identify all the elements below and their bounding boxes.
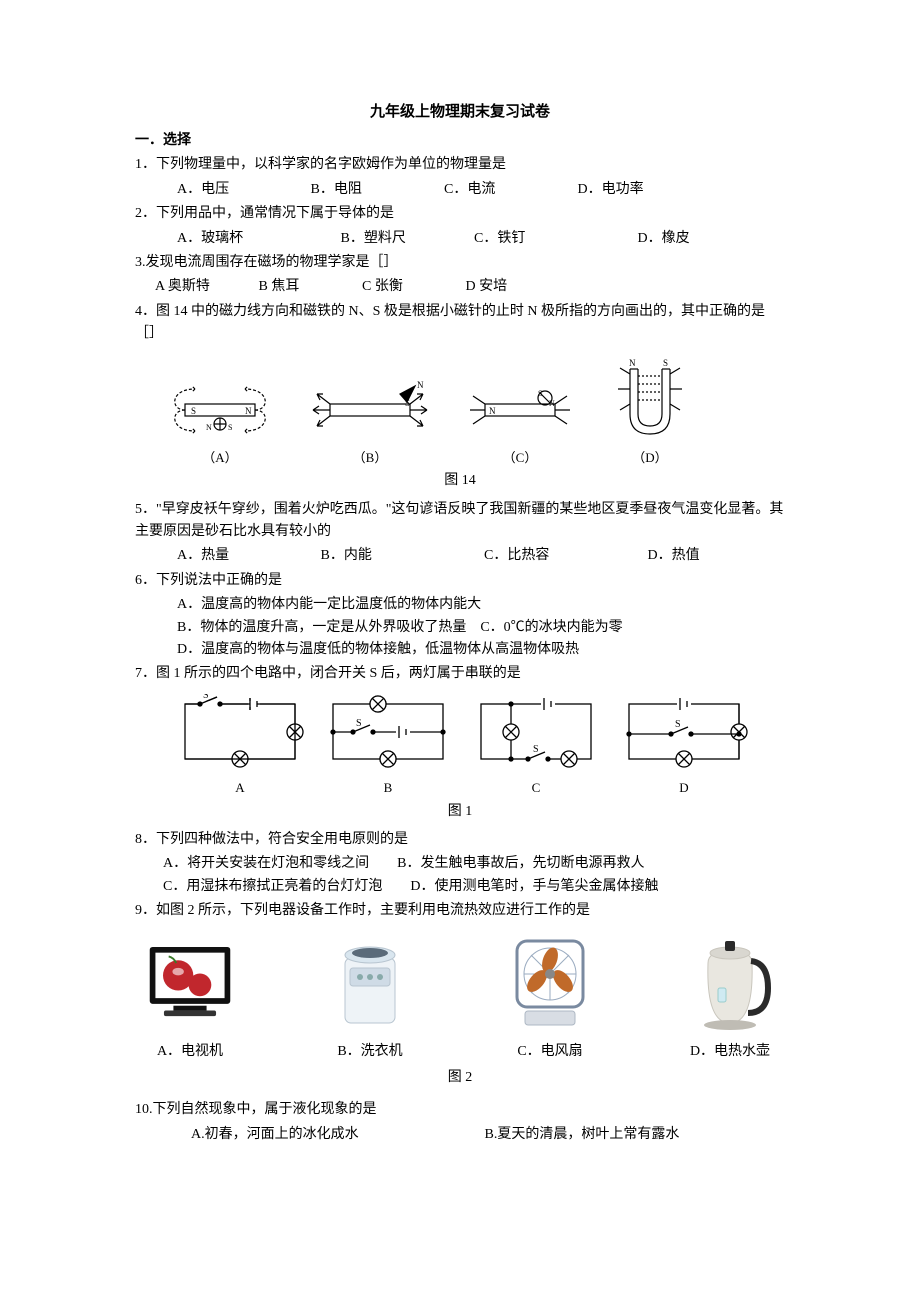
q1-opt-b: B．电阻	[311, 179, 441, 201]
q2-opt-d: D．橡皮	[638, 228, 690, 250]
magnet-diagram-b-icon: N S	[305, 374, 435, 444]
q7-fig-d: S D	[619, 694, 749, 799]
q8-stem: 8．下列四种做法中，符合安全用电原则的是	[135, 829, 785, 851]
svg-text:S: S	[203, 694, 209, 701]
svg-text:N: N	[629, 358, 636, 368]
svg-text:N: N	[417, 380, 424, 390]
q5-options: A．热量 B．内能 C．比热容 D．热值	[135, 545, 785, 567]
q6-stem: 6．下列说法中正确的是	[135, 570, 785, 592]
q1-opt-a: A．电压	[177, 179, 307, 201]
page-title: 九年级上物理期末复习试卷	[135, 100, 785, 124]
q9-opt-a: A．电视机	[145, 1041, 235, 1063]
circuit-c-icon: S	[471, 694, 601, 774]
q3-opt-c: C 张衡	[362, 276, 462, 298]
q4-fig-a: S N N S （A）	[165, 374, 275, 469]
svg-text:S: S	[663, 358, 668, 368]
q9-fig-b: B．洗衣机	[325, 935, 415, 1063]
svg-text:S: S	[405, 398, 410, 408]
q2-options: A．玻璃杯 B．塑料尺 C．铁钉 D．橡皮	[135, 228, 785, 250]
magnet-diagram-a-icon: S N N S	[165, 374, 275, 444]
q3-options: A 奥斯特 B 焦耳 C 张衡 D 安培	[135, 276, 785, 298]
q9-stem: 9．如图 2 所示，下列电器设备工作时，主要利用电流热效应进行工作的是	[135, 900, 785, 922]
electric-fan-icon	[505, 933, 595, 1033]
svg-text:S: S	[356, 718, 362, 729]
q7-caption: 图 1	[135, 801, 785, 823]
svg-text:N: N	[245, 406, 252, 416]
q7-figures: S A	[175, 694, 785, 799]
q1-opt-d: D．电功率	[578, 179, 644, 201]
q5-opt-b: B．内能	[321, 545, 481, 567]
q4-fig-c: N S N （C）	[465, 374, 575, 469]
circuit-b-icon: S	[323, 694, 453, 774]
svg-text:S: S	[533, 744, 539, 755]
q4-label-a: （A）	[165, 448, 275, 469]
q7-stem: 7．图 1 所示的四个电路中，闭合开关 S 后，两灯属于串联的是	[135, 663, 785, 685]
q8-sub-cd: C．用湿抹布擦拭正亮着的台灯灯泡 D．使用测电笔时，手与笔尖金属体接触	[135, 876, 785, 898]
q3-opt-a: A 奥斯特	[155, 276, 255, 298]
q3-opt-d: D 安培	[466, 276, 508, 298]
q7-fig-b: S B	[323, 694, 453, 799]
q3-opt-b: B 焦耳	[259, 276, 359, 298]
q7-label-b: B	[323, 778, 453, 799]
section-heading: 一．选择	[135, 130, 785, 152]
q7-label-d: D	[619, 778, 749, 799]
electric-kettle-icon	[688, 933, 773, 1033]
television-icon	[145, 940, 235, 1025]
q2-opt-c: C．铁钉	[474, 228, 634, 250]
q10-opt-b: B.夏天的清晨，树叶上常有露水	[485, 1124, 680, 1146]
q5-opt-c: C．比热容	[484, 545, 644, 567]
q2-opt-a: A．玻璃杯	[177, 228, 337, 250]
q5-opt-a: A．热量	[177, 545, 317, 567]
q6-sub-a: A．温度高的物体内能一定比温度低的物体内能大	[135, 594, 785, 616]
q1-options: A．电压 B．电阻 C．电流 D．电功率	[135, 179, 785, 201]
q10-opt-a: A.初春，河面上的冰化成水	[191, 1124, 481, 1146]
q7-label-c: C	[471, 778, 601, 799]
q9-figures: A．电视机 B．洗衣机	[145, 935, 775, 1063]
svg-text:N: N	[206, 423, 212, 432]
q7-label-a: A	[175, 778, 305, 799]
q1-opt-c: C．电流	[444, 179, 574, 201]
q6-sub-d: D．温度高的物体与温度低的物体接触，低温物体从高温物体吸热	[135, 639, 785, 661]
q4-stem: 4．图 14 中的磁力线方向和磁铁的 N、S 极是根据小磁针的止时 N 极所指的…	[135, 301, 785, 346]
q5-opt-d: D．热值	[648, 545, 700, 567]
q9-fig-c: C．电风扇	[505, 935, 595, 1063]
circuit-a-icon: S	[175, 694, 305, 774]
q5-stem: 5．"早穿皮袄午穿纱，围着火炉吃西瓜。"这句谚语反映了我国新疆的某些地区夏季昼夜…	[135, 499, 785, 544]
magnet-diagram-c-icon: N S N	[465, 374, 575, 444]
q4-fig-d: N S （D）	[605, 354, 695, 469]
q7-fig-a: S A	[175, 694, 305, 799]
q9-fig-a: A．电视机	[145, 935, 235, 1063]
q10-options: A.初春，河面上的冰化成水 B.夏天的清晨，树叶上常有露水	[135, 1124, 785, 1146]
svg-text:N: N	[549, 399, 555, 408]
circuit-d-icon: S	[619, 694, 749, 774]
svg-text:S: S	[191, 406, 196, 416]
q10-stem: 10.下列自然现象中，属于液化现象的是	[135, 1099, 785, 1121]
q9-fig-d: D．电热水壶	[685, 935, 775, 1063]
q4-figures: S N N S （A）	[165, 354, 785, 469]
q4-label-d: （D）	[605, 448, 695, 469]
q8-sub-ab: A．将开关安装在灯泡和零线之间 B．发生触电事故后，先切断电源再救人	[135, 853, 785, 875]
q7-fig-c: S C	[471, 694, 601, 799]
q2-opt-b: B．塑料尺	[341, 228, 471, 250]
q9-opt-c: C．电风扇	[505, 1041, 595, 1063]
q4-label-c: （C）	[465, 448, 575, 469]
q1-stem: 1．下列物理量中，以科学家的名字欧姆作为单位的物理量是	[135, 154, 785, 176]
exam-page: 九年级上物理期末复习试卷 一．选择 1．下列物理量中，以科学家的名字欧姆作为单位…	[0, 0, 920, 1186]
q6-sub-bc: B．物体的温度升高，一定是从外界吸收了热量 C．0℃的冰块内能为零	[135, 617, 785, 639]
q9-opt-d: D．电热水壶	[685, 1041, 775, 1063]
q9-opt-b: B．洗衣机	[325, 1041, 415, 1063]
q4-label-b: （B）	[305, 448, 435, 469]
svg-text:S: S	[675, 719, 681, 730]
q9-caption: 图 2	[135, 1067, 785, 1089]
q3-stem: 3.发现电流周围存在磁场的物理学家是［］	[135, 252, 785, 274]
magnet-diagram-d-icon: N S	[605, 354, 695, 444]
washing-machine-icon	[335, 933, 405, 1033]
svg-text:S: S	[228, 423, 232, 432]
q4-fig-b: N S （B）	[305, 374, 435, 469]
svg-text:N: N	[489, 406, 496, 416]
q2-stem: 2．下列用品中，通常情况下属于导体的是	[135, 203, 785, 225]
q4-caption: 图 14	[135, 470, 785, 492]
